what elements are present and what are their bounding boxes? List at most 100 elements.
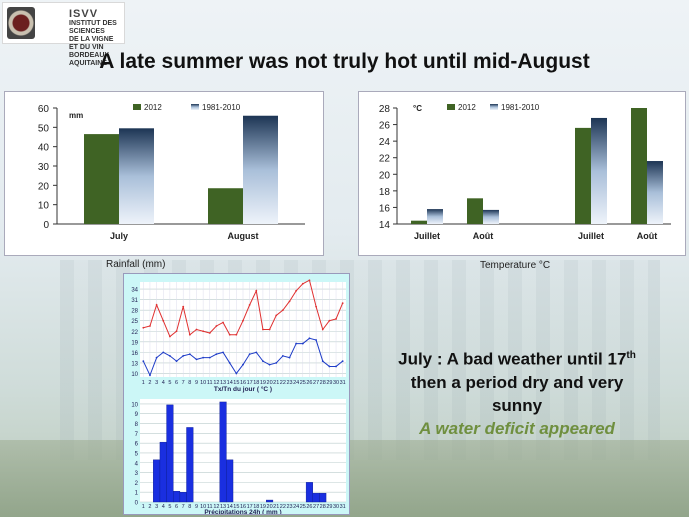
bar — [647, 161, 663, 224]
data-point — [162, 351, 165, 354]
data-point — [195, 358, 198, 361]
y-tick-label: 19 — [131, 340, 138, 346]
logo-line2: DE LA VIGNE ET DU VIN — [69, 36, 114, 51]
data-point — [328, 365, 331, 368]
y-tick-label: 20 — [379, 170, 391, 181]
logo-name: ISVV — [69, 8, 99, 20]
x-tick-label: 27 — [313, 380, 319, 386]
x-tick-label: 2 — [148, 380, 151, 386]
x-tick-label: 17 — [247, 380, 253, 386]
data-point — [268, 328, 271, 331]
y-tick-label: 50 — [38, 123, 50, 134]
bar — [312, 492, 320, 503]
x-tick-label: 3 — [155, 504, 158, 510]
data-point — [202, 356, 205, 359]
bar — [305, 482, 313, 503]
data-point — [175, 330, 178, 333]
x-tick-label: 8 — [188, 504, 191, 510]
y-tick-label: 60 — [38, 104, 50, 115]
data-point — [188, 353, 191, 356]
y-tick-label: 3 — [135, 471, 139, 477]
bar — [186, 427, 194, 503]
data-point — [262, 360, 264, 363]
bar — [243, 115, 278, 224]
logo: ISVV INSTITUT DES SCIENCES DE LA VIGNE E… — [2, 2, 125, 67]
y-tick-label: 13 — [131, 361, 138, 367]
data-point — [315, 339, 317, 341]
x-tick-label: 12 — [213, 380, 219, 386]
y-tick-label: 18 — [379, 187, 391, 198]
y-tick-label: 8 — [135, 422, 139, 428]
data-point — [288, 356, 291, 359]
bar — [166, 404, 174, 503]
daily-weather-panel: 10 13 16 19 22 25 28 31 34 1 2 3 4 5 6 7 8 9 10 11 12 13 14 15 1… — [123, 273, 350, 515]
logo-line3: BORDEAUX AQUITAINE — [69, 52, 110, 67]
data-point — [275, 362, 278, 364]
data-point — [281, 354, 284, 357]
x-tick-label: 29 — [326, 380, 332, 386]
y-tick-label: 22 — [131, 330, 138, 336]
bar — [119, 128, 154, 224]
rainfall-chart-panel: 0 10 20 30 40 50 60 mm 2012 1981-2010 July August — [4, 91, 324, 256]
data-point — [142, 326, 145, 329]
data-point — [248, 303, 251, 306]
note-line3: sunny — [491, 395, 543, 415]
y-tick-label: 10 — [131, 402, 138, 408]
legend-label: 2012 — [458, 103, 476, 112]
x-tick-label: 20 — [267, 504, 273, 510]
bar — [219, 401, 227, 503]
unit-label: °C — [413, 104, 422, 113]
data-point — [208, 332, 211, 334]
data-point — [242, 363, 244, 366]
data-point — [182, 305, 185, 308]
x-tick-label: 30 — [333, 504, 339, 510]
y-tick-label: 10 — [38, 201, 50, 212]
logo-text: ISVV INSTITUT DES SCIENCES DE LA VIGNE E… — [69, 9, 124, 68]
x-tick-label: 9 — [195, 380, 198, 386]
rainfall-caption: Rainfall (mm) — [106, 259, 166, 270]
x-tick-label: 17 — [247, 504, 253, 510]
x-tick-label: 22 — [280, 504, 286, 510]
y-tick-label: 6 — [135, 442, 139, 448]
x-tick-label: 6 — [175, 380, 178, 386]
x-tick-label: Juillet — [578, 231, 604, 241]
note-line1-sup: th — [626, 350, 636, 361]
note-line2: then a period dry and very — [410, 372, 624, 392]
x-tick-label: 7 — [182, 504, 185, 510]
bar — [226, 459, 234, 503]
data-point — [222, 321, 224, 324]
y-tick-label: 20 — [38, 181, 50, 192]
x-tick-label: 8 — [188, 380, 191, 386]
bar — [159, 441, 167, 503]
x-tick-label: 19 — [260, 380, 266, 386]
data-point — [295, 342, 298, 345]
data-point — [335, 365, 337, 368]
x-tick-label: 21 — [273, 380, 279, 386]
x-tick-label: 2 — [148, 504, 151, 510]
bar — [591, 117, 607, 224]
x-tick-label: August — [228, 231, 259, 241]
y-tick-label: 0 — [135, 501, 139, 507]
y-tick-label: 2 — [135, 481, 139, 487]
y-tick-label: 5 — [135, 451, 139, 457]
legend-swatch — [447, 104, 455, 110]
x-tick-label: 24 — [293, 380, 299, 386]
data-point — [301, 342, 304, 345]
x-tick-label: 14 — [227, 504, 233, 510]
bar — [84, 134, 119, 224]
slide-title: A late summer was not truly hot until mi… — [99, 50, 590, 73]
x-tick-label: 14 — [227, 380, 233, 386]
bar — [483, 209, 499, 224]
data-point — [228, 333, 231, 336]
bar — [427, 209, 443, 224]
x-tick-label: 4 — [162, 380, 165, 386]
summary-note: July : A bad weather until 17th then a p… — [358, 344, 676, 440]
data-point — [169, 335, 171, 338]
data-point — [295, 289, 298, 292]
data-point — [208, 356, 211, 359]
x-tick-label: 28 — [320, 504, 326, 510]
data-point — [155, 356, 158, 359]
note-line1-text: July : A bad weather until 17 — [398, 349, 627, 369]
x-tick-label: 16 — [240, 504, 246, 510]
